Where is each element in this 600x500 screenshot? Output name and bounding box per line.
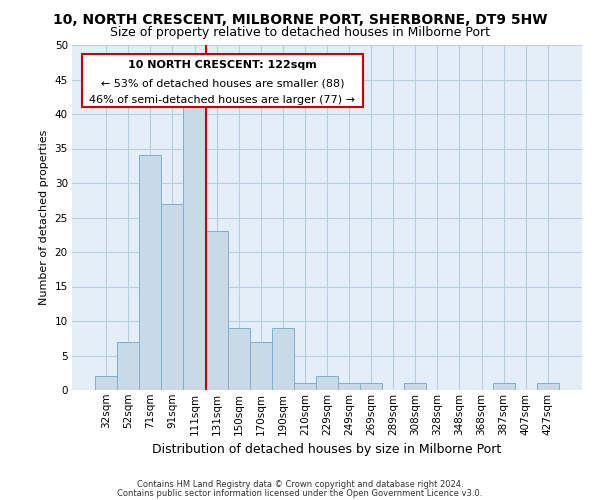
Bar — [206, 232, 227, 390]
FancyBboxPatch shape — [82, 54, 363, 107]
Bar — [493, 383, 515, 390]
Bar — [184, 107, 206, 390]
Bar — [360, 383, 382, 390]
Text: 10, NORTH CRESCENT, MILBORNE PORT, SHERBORNE, DT9 5HW: 10, NORTH CRESCENT, MILBORNE PORT, SHERB… — [53, 12, 547, 26]
Bar — [139, 156, 161, 390]
Bar — [404, 383, 427, 390]
Bar — [338, 383, 360, 390]
Bar — [294, 383, 316, 390]
Text: Size of property relative to detached houses in Milborne Port: Size of property relative to detached ho… — [110, 26, 490, 39]
Text: 10 NORTH CRESCENT: 122sqm: 10 NORTH CRESCENT: 122sqm — [128, 60, 317, 70]
Text: ← 53% of detached houses are smaller (88): ← 53% of detached houses are smaller (88… — [101, 78, 344, 88]
Text: Contains public sector information licensed under the Open Government Licence v3: Contains public sector information licen… — [118, 488, 482, 498]
Bar — [161, 204, 184, 390]
Bar — [272, 328, 294, 390]
Text: 46% of semi-detached houses are larger (77) →: 46% of semi-detached houses are larger (… — [89, 95, 355, 105]
Bar — [537, 383, 559, 390]
Y-axis label: Number of detached properties: Number of detached properties — [39, 130, 49, 305]
Bar — [227, 328, 250, 390]
Bar — [250, 342, 272, 390]
Text: Contains HM Land Registry data © Crown copyright and database right 2024.: Contains HM Land Registry data © Crown c… — [137, 480, 463, 489]
X-axis label: Distribution of detached houses by size in Milborne Port: Distribution of detached houses by size … — [152, 443, 502, 456]
Bar — [95, 376, 117, 390]
Bar — [316, 376, 338, 390]
Bar — [117, 342, 139, 390]
